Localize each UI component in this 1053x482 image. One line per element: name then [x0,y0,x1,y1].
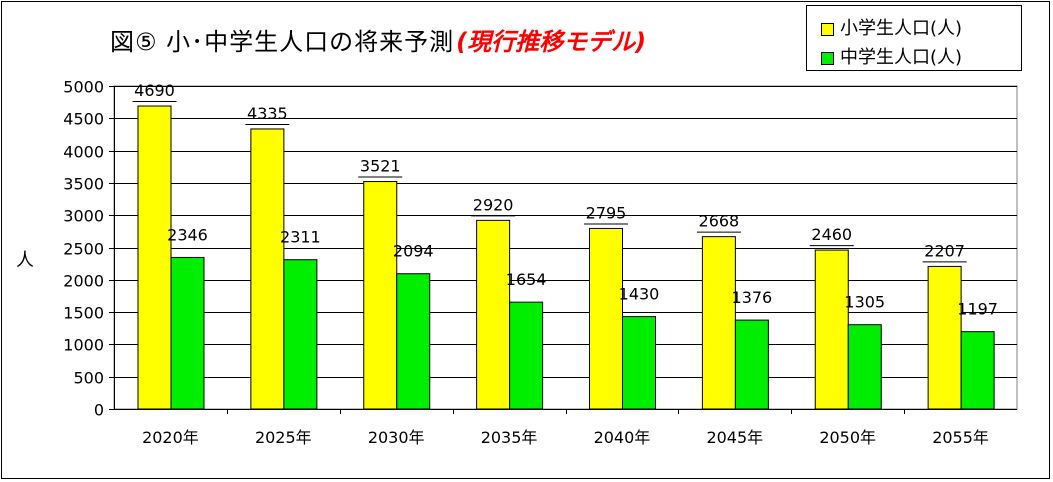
chart-title-sub: (現行推移モデル) [456,28,647,56]
chart-title: 図⑤ 小･中学生人口の将来予測(現行推移モデル) [110,22,646,57]
bar-junior-high [509,301,544,410]
bar-elementary [137,105,172,410]
x-tick-label: 2050年 [819,428,876,447]
x-tick-label: 2040年 [594,428,651,447]
legend-item-junior-high: 中学生人口(人) [821,43,962,69]
legend-label-elementary: 小学生人口(人) [840,18,963,39]
y-tick-label: 3500 [63,175,104,194]
data-label-junior-high: 1430 [619,285,660,304]
y-tick-label: 4000 [63,143,104,162]
data-label-elementary: 4335 [247,104,288,123]
data-label-junior-high: 2346 [167,225,208,244]
bar-elementary [250,128,285,410]
y-tick-label: 2500 [63,240,104,259]
bar-junior-high [734,319,769,410]
y-tick-label: 500 [73,369,104,388]
bar-elementary [476,219,511,410]
x-tick-label: 2045年 [706,428,763,447]
legend-swatch-elementary [821,22,834,36]
bar-junior-high [622,316,656,410]
data-label-junior-high: 1376 [732,288,773,307]
chart-title-main: 図⑤ 小･中学生人口の将来予測 [110,28,455,56]
y-tick-label: 2000 [63,272,104,291]
x-tick-label: 2020年 [142,428,199,447]
data-label-elementary: 2668 [699,212,740,231]
bar-elementary [814,249,849,410]
bar-elementary [589,227,623,410]
y-tick-label: 5000 [63,78,104,97]
bar-elementary [363,181,398,410]
data-label-junior-high: 1197 [957,300,998,319]
x-tick-label: 2030年 [368,428,425,447]
y-tick-label: 4500 [63,110,104,129]
legend-item-elementary: 小学生人口(人) [821,14,962,40]
x-tick-label: 2025年 [255,428,312,447]
legend-swatch-junior-high [821,51,834,65]
y-axis-label: 人 [16,250,34,271]
data-label-junior-high: 2311 [280,228,321,247]
bar-junior-high [170,256,205,410]
bar-elementary [701,236,736,410]
y-tick-label: 1500 [63,304,104,323]
data-label-elementary: 2920 [473,195,514,214]
x-tick-label: 2055年 [932,428,989,447]
data-label-elementary: 4690 [134,81,175,100]
legend-label-junior-high: 中学生人口(人) [840,47,963,68]
bar-junior-high [847,324,882,410]
x-tick-label: 2035年 [481,428,538,447]
bar-junior-high [960,331,995,410]
data-label-junior-high: 1305 [844,293,885,312]
y-tick-label: 1000 [63,336,104,355]
bar-junior-high [283,259,318,410]
bar-junior-high [396,273,431,410]
y-tick-label: 0 [94,401,104,420]
bar-elementary [927,265,962,410]
legend: 小学生人口(人) 中学生人口(人) [806,5,1022,71]
data-label-elementary: 3521 [360,157,401,176]
data-label-junior-high: 1654 [506,270,547,289]
data-label-junior-high: 2094 [393,242,434,261]
data-label-elementary: 2207 [924,241,965,260]
data-label-elementary: 2460 [811,225,852,244]
data-label-elementary: 2795 [586,203,627,222]
y-tick-label: 3000 [63,207,104,226]
